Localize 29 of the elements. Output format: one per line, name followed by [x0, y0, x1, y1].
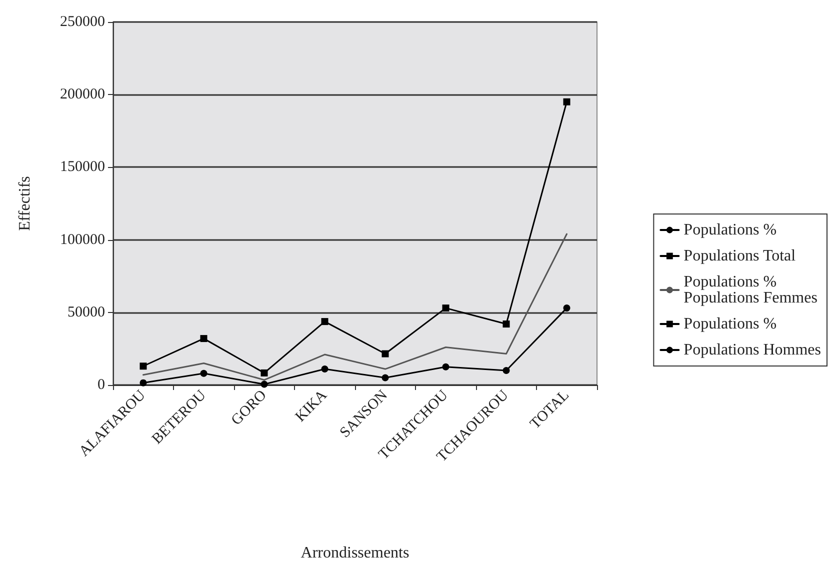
point — [563, 304, 570, 312]
point — [502, 366, 510, 374]
point — [442, 304, 450, 312]
point — [382, 350, 389, 358]
point — [140, 379, 147, 386]
point — [382, 374, 389, 382]
y-axis-title: Effectifs — [16, 176, 34, 231]
point — [200, 335, 208, 342]
point — [140, 362, 147, 370]
point — [502, 320, 510, 328]
point — [563, 98, 570, 106]
x-axis-title: Arrondissements — [300, 544, 410, 562]
legend-label: Populations % — [684, 222, 777, 238]
y-tick-label: 100000 — [60, 232, 105, 248]
legend-label: Populations % Populations Femmes — [684, 274, 818, 306]
y-tick-label: 200000 — [60, 86, 105, 103]
y-tick-label: 50000 — [68, 304, 105, 320]
point — [442, 363, 450, 370]
y-tick-label: 250000 — [60, 14, 105, 30]
point — [321, 366, 328, 373]
point — [260, 369, 268, 376]
legend-label: Populations Total — [684, 248, 796, 264]
point — [321, 318, 328, 326]
y-tick-label: 0 — [98, 377, 105, 393]
legend-label: Populations % — [684, 316, 777, 332]
y-tick-label: 150000 — [60, 159, 105, 176]
legend-label: Populations Hommes — [684, 342, 822, 358]
point — [260, 380, 268, 388]
point — [200, 370, 208, 377]
